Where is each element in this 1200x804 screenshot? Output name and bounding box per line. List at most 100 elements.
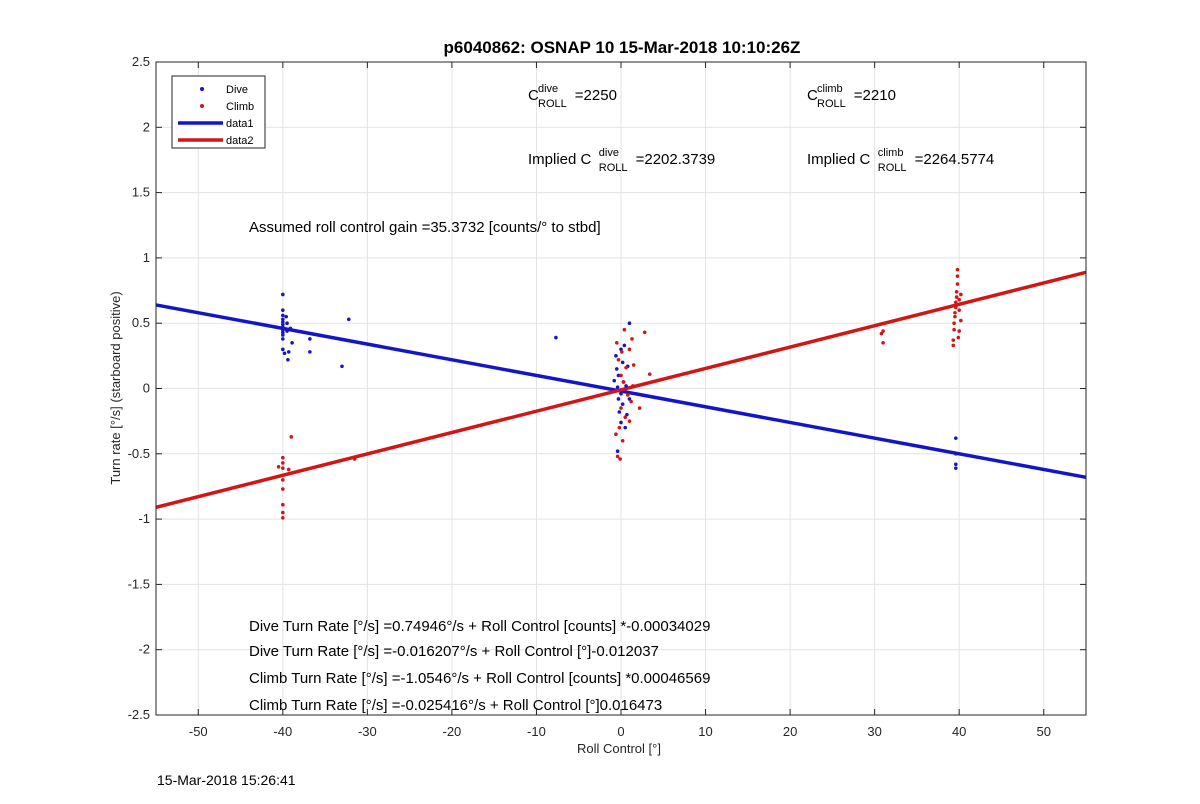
annotation-c-climb: C	[807, 87, 818, 104]
point-climb	[631, 363, 636, 367]
annotation-sub-implied-climb: ROLL	[878, 162, 907, 174]
point-climb	[637, 406, 642, 410]
x-tick-label: 0	[617, 724, 624, 739]
point-dive	[954, 436, 958, 440]
point-dive	[281, 337, 285, 341]
point-climb	[630, 337, 634, 341]
point-climb	[959, 292, 963, 297]
point-climb	[953, 310, 957, 315]
annotation-value-c-dive: =2250	[575, 87, 617, 104]
point-climb	[614, 340, 619, 345]
point-dive	[627, 321, 632, 326]
ticks: -50 -40 -30 -20 -10 0 10 20 30 40 50-2.5-2-1.5-1-0…	[128, 54, 1086, 739]
annotation-sub-implied-dive: ROLL	[599, 162, 628, 174]
point-climb	[647, 372, 652, 376]
legend-marker-dive	[200, 87, 204, 91]
point-climb	[286, 467, 291, 472]
annotation-dive-eq-counts: Dive Turn Rate [°/s] =0.74946°/s + Roll …	[249, 618, 710, 635]
point-climb	[352, 457, 357, 461]
annotation-sub-c-dive: ROLL	[538, 98, 567, 110]
point-dive	[612, 378, 617, 383]
y-tick-label: 1.5	[132, 185, 150, 200]
point-climb	[954, 295, 959, 299]
legend-label-data1: data1	[226, 118, 254, 130]
point-climb	[618, 457, 622, 461]
point-climb	[954, 300, 958, 305]
point-climb	[621, 380, 626, 384]
point-dive	[620, 360, 625, 365]
legend: Dive Climb data1 data2	[171, 75, 266, 149]
point-climb	[953, 314, 957, 319]
point-dive	[614, 354, 618, 358]
point-climb	[624, 365, 628, 370]
x-tick-label: 20	[783, 724, 797, 739]
annotation-climb-eq-counts: Climb Turn Rate [°/s] =-1.0546°/s + Roll…	[249, 670, 710, 687]
point-dive	[554, 335, 558, 340]
x-tick-label: -40	[273, 724, 292, 739]
x-tick-label: -10	[527, 724, 546, 739]
point-dive	[290, 340, 294, 345]
data-points	[276, 267, 963, 520]
point-climb	[627, 347, 632, 352]
y-tick-label: -2.5	[128, 707, 150, 722]
point-climb	[957, 308, 961, 312]
point-dive	[285, 321, 289, 326]
footer-timestamp: 15-Mar-2018 15:26:41	[157, 772, 296, 788]
point-dive	[615, 385, 620, 389]
point-dive	[281, 317, 285, 322]
annotation-value-c-climb: =2210	[854, 87, 896, 104]
legend-box	[171, 75, 266, 149]
point-climb	[954, 305, 958, 310]
x-tick-label: 30	[867, 724, 881, 739]
point-climb	[629, 399, 633, 404]
point-dive	[623, 425, 628, 430]
point-climb	[951, 338, 956, 342]
legend-marker-climb	[200, 104, 204, 108]
x-tick-label: 50	[1036, 724, 1050, 739]
point-climb	[281, 487, 285, 491]
point-climb	[281, 466, 285, 470]
y-tick-label: 1	[143, 250, 150, 265]
point-climb	[619, 406, 623, 410]
point-dive	[619, 420, 623, 425]
annotation-gain: Assumed roll control gain =35.3732 [coun…	[249, 219, 601, 236]
point-climb	[620, 438, 625, 443]
annotation-value-implied-dive: =2202.3739	[636, 151, 716, 168]
point-dive	[281, 292, 285, 297]
point-climb	[276, 465, 281, 469]
annotation-sup-c-climb: climb	[817, 83, 843, 95]
point-dive	[617, 410, 622, 414]
legend-label-climb: Climb	[226, 101, 254, 113]
point-dive	[284, 314, 289, 319]
y-tick-label: -2	[138, 642, 150, 657]
point-dive	[288, 326, 293, 331]
point-climb	[642, 330, 647, 335]
point-dive	[282, 351, 287, 356]
point-dive	[954, 452, 958, 456]
fit-line-data2	[155, 270, 1087, 510]
point-climb	[957, 297, 961, 302]
point-climb	[281, 502, 285, 507]
point-dive	[281, 330, 285, 335]
x-tick-label: 40	[952, 724, 966, 739]
point-dive	[281, 320, 285, 324]
point-climb	[619, 373, 623, 378]
point-climb	[281, 461, 285, 465]
point-dive	[616, 397, 621, 401]
point-dive	[281, 327, 285, 332]
point-climb	[289, 435, 294, 439]
point-dive	[627, 397, 632, 401]
x-tick-label: 10	[698, 724, 712, 739]
point-dive	[614, 367, 619, 371]
point-climb	[957, 329, 961, 333]
legend-label-dive: Dive	[226, 84, 248, 96]
x-axis-label: Roll Control [°]	[577, 741, 661, 756]
annotation-dive-eq-deg: Dive Turn Rate [°/s] =-0.016207°/s + Rol…	[249, 643, 659, 660]
point-dive	[286, 357, 290, 362]
point-dive	[308, 337, 312, 341]
point-climb	[955, 274, 960, 278]
y-tick-label: 2	[143, 119, 150, 134]
y-tick-label: 0	[143, 381, 150, 396]
point-dive	[281, 313, 285, 318]
